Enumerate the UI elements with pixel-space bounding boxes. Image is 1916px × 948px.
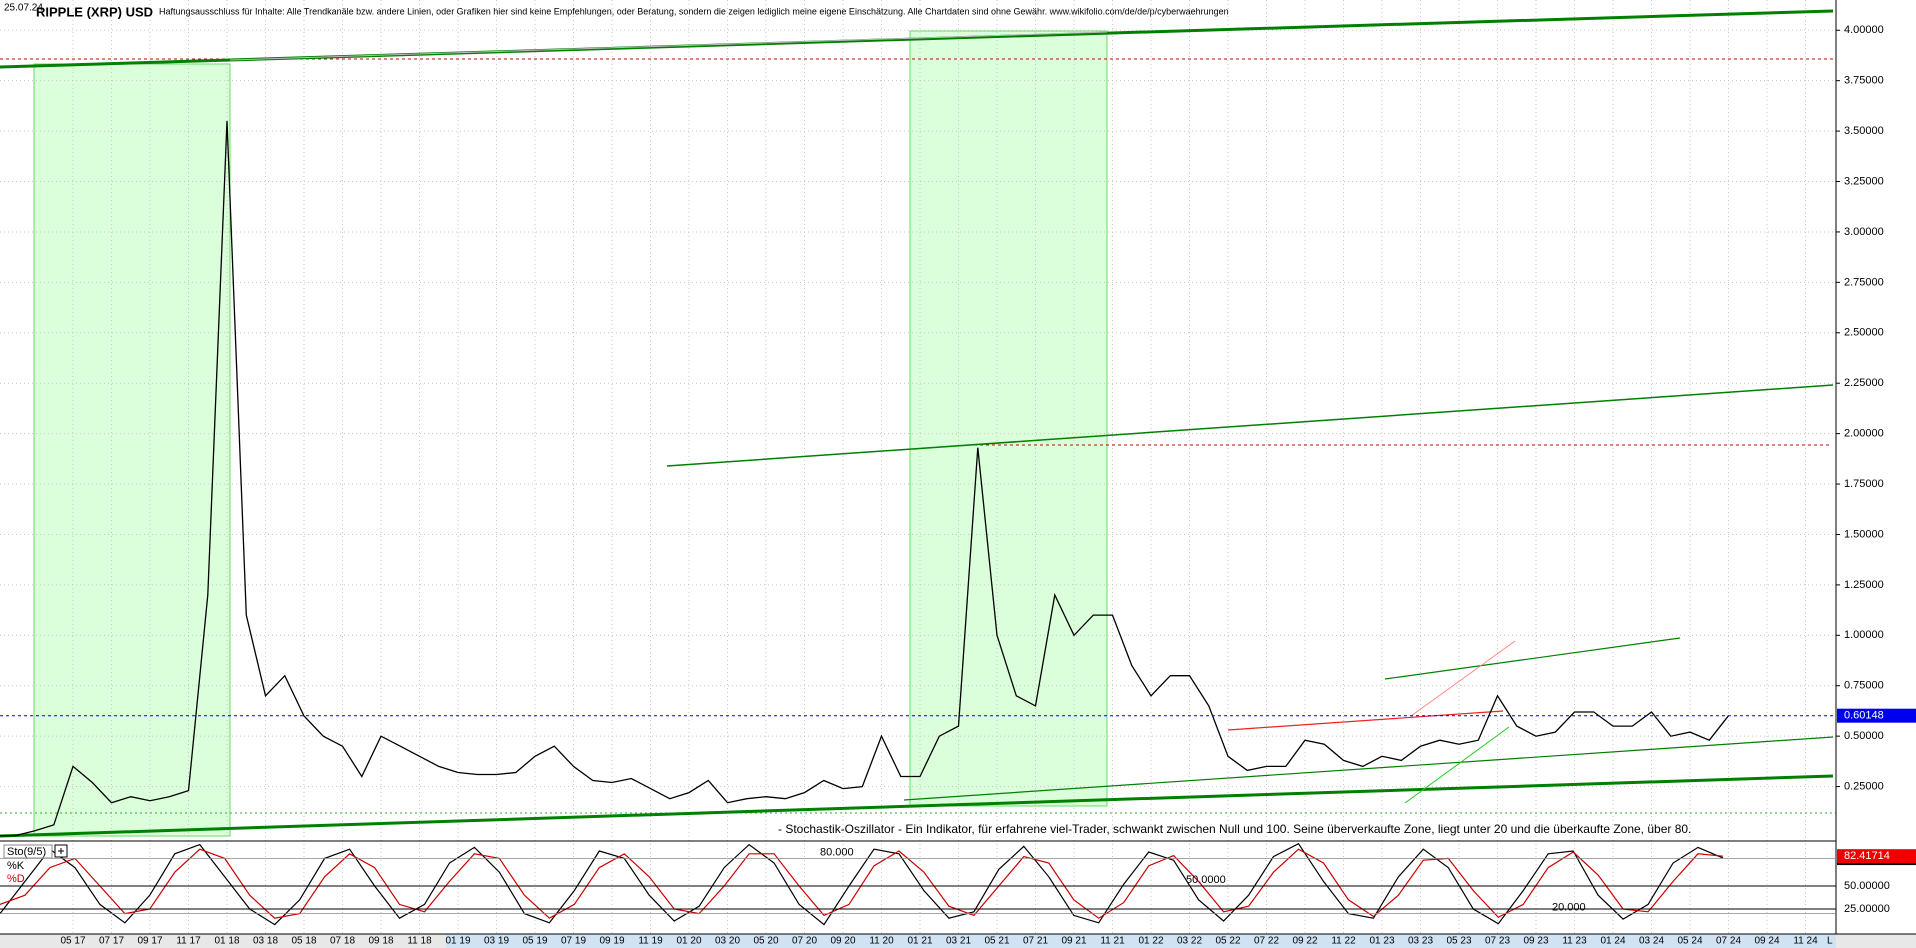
x-tick-label: 07 23 bbox=[1485, 936, 1510, 947]
y-tick-label: 3.25000 bbox=[1844, 175, 1884, 187]
y-tick-label: 3.00000 bbox=[1844, 226, 1884, 238]
y-tick-label: 0.50000 bbox=[1844, 730, 1884, 742]
y-tick-label: 2.25000 bbox=[1844, 377, 1884, 389]
chart-title: RIPPLE (XRP) USD bbox=[36, 4, 153, 19]
price-marker-label: 0.60148 bbox=[1844, 710, 1884, 722]
trend-line bbox=[1384, 637, 1681, 680]
x-tick-label: 03 21 bbox=[946, 936, 971, 947]
stoch-marker-label: 82.41714 bbox=[1844, 850, 1890, 862]
x-tick-label: 07 18 bbox=[330, 936, 355, 947]
trend-line bbox=[1410, 640, 1516, 717]
stoch-marker bbox=[1837, 849, 1916, 864]
x-tick-label: 03 18 bbox=[253, 936, 278, 947]
x-tick-label: 09 23 bbox=[1523, 936, 1548, 947]
date-label: 25.07.24 bbox=[4, 3, 43, 14]
trend-line bbox=[666, 384, 1834, 467]
x-tick-label: 09 17 bbox=[137, 936, 162, 947]
x-tick-label: 11 21 bbox=[1100, 936, 1125, 947]
x-tick-label: 05 22 bbox=[1215, 936, 1240, 947]
level-label: 80.000 bbox=[820, 846, 854, 858]
trend-line bbox=[229, 31, 1108, 61]
y-tick-label: 2.50000 bbox=[1844, 327, 1884, 339]
indicator-title: Sto(9/5) bbox=[7, 846, 46, 858]
x-tick-label: 07 22 bbox=[1254, 936, 1279, 947]
x-tick-label: 11 19 bbox=[638, 936, 663, 947]
x-tick-label: 09 20 bbox=[830, 936, 855, 947]
x-tick-label: 11 23 bbox=[1562, 936, 1587, 947]
y-tick-label: 0.75000 bbox=[1844, 680, 1884, 692]
y-tick-label: 4.00000 bbox=[1844, 24, 1884, 36]
x-tick-label: 05 18 bbox=[291, 936, 316, 947]
x-tick-label: 05 19 bbox=[522, 936, 547, 947]
x-tick-label: 05 24 bbox=[1677, 936, 1702, 947]
level-label: 20.000 bbox=[1552, 902, 1586, 914]
trend-line bbox=[903, 736, 1834, 801]
x-tick-label: 03 23 bbox=[1408, 936, 1433, 947]
y-tick-label: 3.75000 bbox=[1844, 75, 1884, 87]
x-tick-label: 09 24 bbox=[1754, 936, 1779, 947]
x-tick-label: 01 20 bbox=[676, 936, 701, 947]
y2-tick-label: 25.00000 bbox=[1844, 903, 1890, 915]
x-tick-label: 11 18 bbox=[407, 936, 432, 947]
x-tick-label: 09 19 bbox=[599, 936, 624, 947]
x-tick-label: 05 23 bbox=[1446, 936, 1471, 947]
x-tick-label: 07 24 bbox=[1716, 936, 1741, 947]
x-tick-label: 03 19 bbox=[484, 936, 509, 947]
x-tick-label: 01 19 bbox=[445, 936, 470, 947]
x-tick-label: 09 21 bbox=[1061, 936, 1086, 947]
level-label: 50.0000 bbox=[1186, 874, 1226, 886]
x-tick-label: 05 17 bbox=[60, 936, 85, 947]
x-tick-label: 01 23 bbox=[1369, 936, 1394, 947]
price-marker bbox=[1837, 708, 1916, 723]
x-tick-label: 11 24 bbox=[1793, 936, 1818, 947]
price-line bbox=[0, 120, 1730, 837]
x-tick-label: 11 22 bbox=[1331, 936, 1356, 947]
trend-line bbox=[0, 774, 1834, 838]
y2-tick-label: 50.00000 bbox=[1844, 880, 1890, 892]
x-tick-label: 01 18 bbox=[214, 936, 239, 947]
x-tick-label: 07 20 bbox=[792, 936, 817, 947]
stoch-line bbox=[0, 848, 1724, 919]
legend-label: %K bbox=[7, 860, 25, 872]
x-axis-band bbox=[446, 934, 1836, 948]
x-tick-label: 11 17 bbox=[176, 936, 201, 947]
y-tick-label: 1.00000 bbox=[1844, 629, 1884, 641]
disclaimer: Haftungsausschluss für Inhalte: Alle Tre… bbox=[159, 6, 1229, 16]
trend-line bbox=[1227, 710, 1504, 731]
legend-label: %D bbox=[7, 873, 25, 885]
y-tick-label: 2.00000 bbox=[1844, 428, 1884, 440]
x-tick-label: 01 24 bbox=[1600, 936, 1625, 947]
highlight-zone bbox=[909, 30, 1108, 807]
y-tick-label: 1.50000 bbox=[1844, 528, 1884, 540]
y-tick-label: 3.50000 bbox=[1844, 125, 1884, 137]
y-tick-label: 1.25000 bbox=[1844, 579, 1884, 591]
x-tick-label: 03 24 bbox=[1639, 936, 1664, 947]
price-layer bbox=[0, 120, 1730, 837]
annotation: - Stochastik-Oszillator - Ein Indikator,… bbox=[778, 822, 1691, 836]
x-tick-label: 05 21 bbox=[984, 936, 1009, 947]
x-end-label: L bbox=[1827, 936, 1833, 947]
trend-line bbox=[1404, 726, 1510, 804]
x-tick-label: 01 22 bbox=[1138, 936, 1163, 947]
x-tick-label: 05 20 bbox=[753, 936, 778, 947]
x-tick-label: 07 21 bbox=[1023, 936, 1048, 947]
y-tick-label: 1.75000 bbox=[1844, 478, 1884, 490]
x-tick-label: 01 21 bbox=[907, 936, 932, 947]
x-tick-label: 09 18 bbox=[368, 936, 393, 947]
x-tick-label: 03 20 bbox=[715, 936, 740, 947]
x-tick-label: 03 22 bbox=[1177, 936, 1202, 947]
y-tick-label: 2.75000 bbox=[1844, 276, 1884, 288]
x-tick-label: 07 19 bbox=[561, 936, 586, 947]
x-tick-label: 09 22 bbox=[1292, 936, 1317, 947]
highlight-zone bbox=[33, 63, 231, 837]
x-tick-label: 07 17 bbox=[99, 936, 124, 947]
x-tick-label: 11 20 bbox=[869, 936, 894, 947]
y-tick-label: 0.25000 bbox=[1844, 780, 1884, 792]
